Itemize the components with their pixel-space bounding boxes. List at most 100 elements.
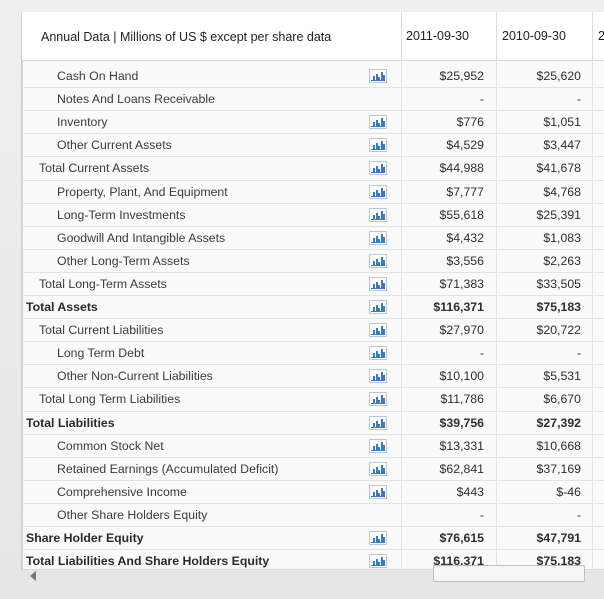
row-label: Goodwill And Intangible Assets <box>57 230 226 245</box>
value-2010: $75,183 <box>536 554 581 569</box>
column-divider <box>496 60 497 570</box>
value-2010: $20,722 <box>536 323 581 338</box>
bar-chart-icon[interactable] <box>369 276 387 291</box>
bar-chart-icon[interactable] <box>369 184 387 199</box>
row-gridline <box>22 526 604 527</box>
row-gridline <box>22 225 604 227</box>
value-2011: $71,383 <box>439 276 484 291</box>
row-gridline <box>22 295 604 296</box>
value-2011: $62,841 <box>439 461 484 476</box>
bar-chart-icon[interactable] <box>369 461 387 476</box>
value-2010: $2,263 <box>543 253 581 268</box>
bar-chart-icon[interactable] <box>369 346 387 361</box>
value-2011: $776 <box>456 115 484 130</box>
value-2010: - <box>577 507 581 522</box>
row-label: Cash On Hand <box>57 69 139 83</box>
row-label: Total Current Liabilities <box>39 323 164 338</box>
value-2011: $7,777 <box>446 184 484 199</box>
row-label: Retained Earnings (Accumulated Deficit) <box>57 461 279 476</box>
row-gridline <box>22 133 604 135</box>
value-2010: $5,531 <box>543 369 581 384</box>
column-divider <box>592 60 593 570</box>
value-2011: $27,970 <box>439 323 484 338</box>
row-gridline <box>22 179 604 181</box>
column-header-partial[interactable]: 2 <box>598 29 604 43</box>
row-gridline <box>22 456 604 458</box>
bar-chart-icon[interactable] <box>369 323 387 338</box>
table-row: Total Assets $116,371 $75,183 <box>22 296 604 319</box>
value-2011: $116,371 <box>433 554 484 569</box>
bar-chart-icon[interactable] <box>369 138 387 153</box>
row-gridline <box>22 87 604 89</box>
value-2010: - <box>577 92 581 107</box>
value-2011: - <box>480 92 484 107</box>
bar-chart-icon[interactable] <box>369 531 387 545</box>
table-row: Other Share Holders Equity - - <box>22 504 604 527</box>
value-2011: $4,529 <box>446 138 484 153</box>
table-row: Notes And Loans Receivable - - <box>22 88 604 111</box>
table-row: Retained Earnings (Accumulated Deficit) $… <box>22 458 604 481</box>
column-header-2010[interactable]: 2010-09-30 <box>502 29 566 43</box>
table-row: Total Liabilities $39,756 $27,392 <box>22 412 604 435</box>
bar-chart-icon[interactable] <box>369 207 387 222</box>
bar-chart-icon[interactable] <box>369 369 387 384</box>
value-2010: $1,083 <box>543 230 581 245</box>
column-header-2011[interactable]: 2011-09-30 <box>406 29 470 43</box>
bar-chart-icon[interactable] <box>369 230 387 245</box>
table-row: Total Current Liabilities $27,970 $20,722 <box>22 319 604 342</box>
value-2011: $4,432 <box>446 230 484 245</box>
value-2010: $25,620 <box>536 69 581 83</box>
row-gridline <box>22 156 604 158</box>
row-label: Inventory <box>57 115 108 130</box>
row-label: Long-Term Investments <box>57 207 186 222</box>
bar-chart-icon[interactable] <box>369 69 387 83</box>
row-gridline <box>22 549 604 551</box>
value-2011: $39,756 <box>439 415 484 430</box>
value-2011: $116,371 <box>433 300 484 314</box>
bar-chart-icon[interactable] <box>369 554 387 569</box>
row-label: Other Long-Term Assets <box>57 253 190 268</box>
bar-chart-icon[interactable] <box>369 484 387 499</box>
table-row: Total Current Assets $44,988 $41,678 <box>22 157 604 180</box>
table-row: Other Long-Term Assets $3,556 $2,263 <box>22 250 604 273</box>
bar-chart-icon[interactable] <box>369 392 387 407</box>
horizontal-scrollbar-thumb[interactable] <box>433 565 585 582</box>
value-2010: $37,169 <box>536 461 581 476</box>
table-row: Total Liabilities And Share Holders Equi… <box>22 550 604 573</box>
bar-chart-icon[interactable] <box>369 161 387 176</box>
table-row: Long Term Debt - - <box>22 342 604 365</box>
value-2011: $76,615 <box>439 531 484 545</box>
value-2010: $1,051 <box>543 115 581 130</box>
table-row: Goodwill And Intangible Assets $4,432 $1,0… <box>22 227 604 250</box>
value-2010: $-46 <box>556 484 581 499</box>
row-gridline <box>22 318 604 320</box>
value-2010: $6,670 <box>543 392 581 407</box>
row-label: Other Share Holders Equity <box>57 507 208 522</box>
row-label: Common Stock Net <box>57 438 164 453</box>
value-2011: $3,556 <box>446 253 484 268</box>
value-2010: $25,391 <box>536 207 581 222</box>
header-divider <box>496 12 497 60</box>
bar-chart-icon[interactable] <box>369 438 387 453</box>
bar-chart-icon[interactable] <box>369 115 387 130</box>
scroll-left-arrow-icon[interactable] <box>30 571 36 581</box>
value-2010: $41,678 <box>536 161 581 176</box>
value-2011: $55,618 <box>439 207 484 222</box>
bar-chart-icon[interactable] <box>369 300 387 314</box>
row-gridline <box>22 110 604 112</box>
table-title: Annual Data | Millions of US $ except pe… <box>41 30 332 44</box>
value-2011: $443 <box>456 484 484 499</box>
row-gridline <box>22 479 604 481</box>
value-2011: - <box>480 346 484 361</box>
row-label: Long Term Debt <box>57 346 145 361</box>
row-label: Total Assets <box>26 300 98 314</box>
table-row: Total Long Term Liabilities $11,786 $6,670 <box>22 388 604 411</box>
value-2011: $25,952 <box>439 69 484 83</box>
value-2010: $33,505 <box>536 276 581 291</box>
row-gridline <box>22 433 604 435</box>
bar-chart-icon[interactable] <box>369 253 387 268</box>
bar-chart-icon[interactable] <box>369 415 387 430</box>
value-2011: $10,100 <box>439 369 484 384</box>
table-row: Comprehensive Income $443 $-46 <box>22 481 604 504</box>
row-label: Comprehensive Income <box>57 484 187 499</box>
